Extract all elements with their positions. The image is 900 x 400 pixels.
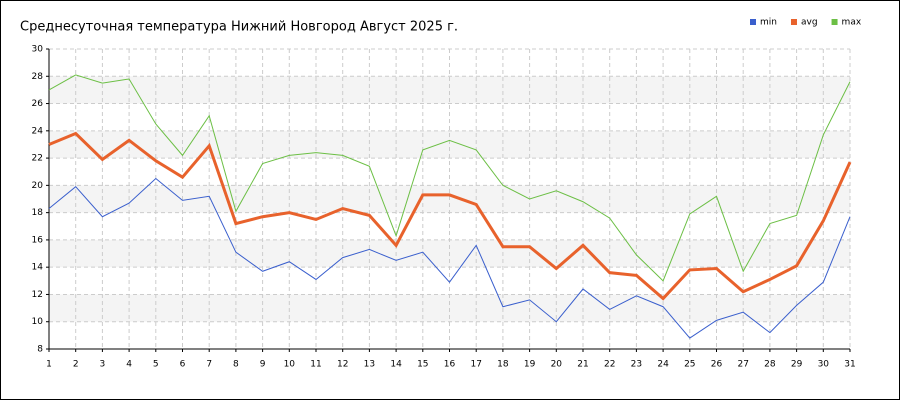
y-tick-label: 26 <box>32 99 44 109</box>
legend-swatch <box>790 19 797 25</box>
series-line <box>48 74 851 282</box>
legend-swatch <box>831 19 838 25</box>
x-tick-label: 19 <box>524 360 536 370</box>
x-tick-label: 3 <box>100 360 106 370</box>
x-tick-label: 4 <box>126 360 132 370</box>
x-tick-label: 23 <box>631 360 642 370</box>
x-tick-label: 26 <box>711 360 723 370</box>
x-tick-label: 13 <box>364 360 375 370</box>
x-tick-label: 20 <box>551 360 563 370</box>
x-tick-label: 8 <box>233 360 239 370</box>
x-tick-label: 2 <box>73 360 79 370</box>
y-tick-label: 30 <box>32 45 44 55</box>
x-tick-label: 17 <box>470 360 481 370</box>
y-tick-label: 16 <box>32 235 44 245</box>
y-tick-label: 14 <box>32 263 44 273</box>
x-tick-label: 14 <box>390 360 402 370</box>
y-tick-label: 24 <box>32 126 44 136</box>
x-tick-label: 5 <box>153 360 159 370</box>
legend-label: avg <box>801 18 818 28</box>
x-tick-label: 21 <box>577 360 588 370</box>
y-tick-label: 18 <box>32 208 44 218</box>
x-tick-label: 28 <box>764 360 776 370</box>
y-tick-label: 20 <box>32 181 44 191</box>
x-tick-label: 18 <box>497 360 509 370</box>
x-tick-label: 15 <box>417 360 428 370</box>
x-tick-label: 25 <box>684 360 695 370</box>
x-tick-label: 30 <box>818 360 830 370</box>
y-tick-label: 10 <box>32 317 44 327</box>
legend-label: max <box>842 18 862 28</box>
x-tick-label: 1 <box>46 360 52 370</box>
x-tick-label: 29 <box>791 360 803 370</box>
x-tick-label: 12 <box>337 360 348 370</box>
x-tick-label: 9 <box>260 360 266 370</box>
legend-swatch <box>750 19 756 25</box>
x-tick-label: 31 <box>844 360 855 370</box>
x-tick-label: 24 <box>657 360 669 370</box>
y-tick-label: 28 <box>32 72 44 82</box>
y-tick-label: 22 <box>32 154 43 164</box>
x-tick-label: 16 <box>444 360 456 370</box>
y-tick-label: 12 <box>32 290 43 300</box>
chart-title: Среднесуточная температура Нижний Новгор… <box>20 20 458 35</box>
x-tick-label: 7 <box>206 360 212 370</box>
series-line <box>48 131 852 301</box>
series-line <box>48 177 851 339</box>
x-tick-label: 11 <box>310 360 321 370</box>
x-tick-label: 10 <box>284 360 296 370</box>
x-tick-label: 22 <box>604 360 615 370</box>
legend-label: min <box>760 18 777 28</box>
y-tick-label: 8 <box>37 345 43 355</box>
x-tick-label: 27 <box>737 360 748 370</box>
x-tick-label: 6 <box>180 360 186 370</box>
